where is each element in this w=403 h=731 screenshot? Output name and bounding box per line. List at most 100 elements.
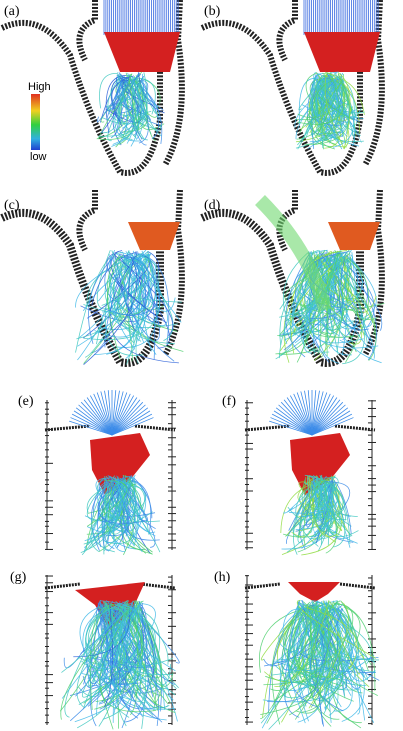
streamline [133,477,153,519]
streamline [91,482,115,553]
inflow-line [311,413,353,436]
heart-wall [276,0,298,62]
inflow-line [78,404,113,436]
streamline [137,72,165,114]
streamline [104,484,153,555]
streamline [324,476,334,537]
streamline [137,80,165,130]
streamline [300,251,348,353]
streamline [297,606,310,694]
streamline [96,250,130,345]
streamline [307,475,338,538]
streamline [303,478,322,546]
inflow-line [278,404,313,436]
streamline [292,252,346,334]
inflow-line [111,399,141,436]
streamline [336,250,351,353]
streamline [86,603,136,684]
streamline [308,482,343,532]
inflow-line [311,401,344,436]
streamline [88,256,115,344]
streamline [283,259,324,351]
streamline [338,608,361,715]
inflow-line [86,397,113,436]
annulus [44,424,176,432]
streamline [263,606,308,682]
streamline [101,254,128,313]
streamline [274,605,349,701]
valve-panel [44,575,180,730]
inflow-line [111,401,144,436]
streamline [106,255,124,360]
inflow-line [111,417,154,436]
streamline [322,481,351,511]
inflow-line [311,407,349,436]
streamline [329,73,343,144]
streamline [115,607,142,685]
inflow-line [311,410,351,436]
inflow-line [70,417,113,436]
streamline [87,600,129,693]
jet [255,195,332,312]
streamline [304,79,350,145]
inflow-line [307,390,313,436]
streamline [301,476,343,556]
inflow-line [311,395,335,436]
streamline [283,482,332,514]
streamline [83,256,138,365]
streamline [61,603,125,673]
heart-panel [0,189,185,367]
inflow-line [80,401,113,436]
annulus [244,424,376,432]
streamline [297,72,332,124]
streamline [85,606,109,671]
inflow-line [111,390,120,436]
streamline [339,254,349,313]
streamline [337,252,369,348]
streamline [103,604,167,721]
colorbar [31,94,40,150]
streamline [288,255,346,317]
streamline [313,79,334,132]
streamline [104,476,124,535]
inflow-line [100,391,113,436]
streamline [127,256,136,331]
streamline [330,482,351,518]
streamline [282,608,306,724]
streamline [111,250,127,310]
inflow-line [71,413,113,436]
panel-label: (h) [214,570,231,585]
streamline [98,478,146,524]
streamline [305,606,358,670]
inflow-line [311,390,320,436]
streamline [312,477,320,536]
streamline [113,475,131,553]
streamline [290,257,342,330]
inflow-line [280,401,313,436]
streamline [113,74,140,110]
streamline [127,250,174,342]
streamline [316,74,325,128]
streamline [99,72,118,109]
streamline [138,251,152,352]
inflow-line [300,391,313,436]
inflow-line [111,393,131,436]
streamline [138,250,168,326]
streamline [283,606,307,718]
streamline [321,80,344,142]
heart-wall [200,19,363,176]
streamline [99,609,157,713]
streamline [330,605,365,722]
streamline [113,253,174,337]
streamline [81,484,125,556]
streamline [328,76,360,134]
streamline [279,601,318,699]
streamline [291,476,339,529]
streamline [110,607,156,658]
streamline [117,74,133,140]
streamline [299,606,379,661]
inflow-line [269,420,313,436]
streamline [97,479,107,548]
streamline [319,250,339,355]
